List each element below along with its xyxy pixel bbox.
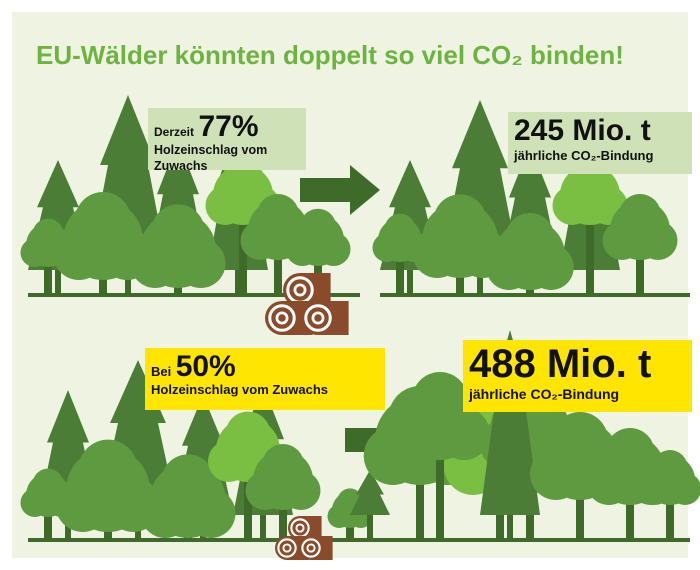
tree-crown xyxy=(257,194,299,236)
label: Holzeinschlag vom Zuwachs xyxy=(151,382,328,397)
tree-crown xyxy=(262,444,304,486)
prefix: Derzeit xyxy=(154,125,194,139)
result-box: 245 Mio. t jährliche CO₂-Bindung xyxy=(508,112,692,174)
tree-crown xyxy=(75,192,131,248)
tree-crown xyxy=(412,372,468,428)
tree-crown xyxy=(161,454,214,507)
result-label: jährliche CO₂-Bindung xyxy=(469,387,686,401)
infographic: EU-Wälder könnten doppelt so viel CO₂ bi… xyxy=(0,0,700,570)
ground xyxy=(330,538,690,542)
result-box: 488 Mio. t jährliche CO₂-Bindung xyxy=(463,340,692,412)
tree-crown xyxy=(385,214,416,245)
scenario-box: Derzeit 77% Holzeinschlag vom Zuwachs xyxy=(148,108,306,170)
result: 488 Mio. t xyxy=(469,344,686,384)
result: 245 Mio. t xyxy=(514,116,686,146)
percent: 77% xyxy=(198,110,258,143)
label: Holzeinschlag vom Zuwachs xyxy=(154,143,267,173)
illustration xyxy=(0,0,700,570)
tree-crown xyxy=(619,194,661,236)
tree-crown xyxy=(300,209,336,245)
result-label: jährliche CO₂-Bindung xyxy=(514,149,686,162)
tree-crown xyxy=(606,428,655,477)
prefix: Bei xyxy=(151,364,171,379)
tree-crown xyxy=(79,440,138,499)
tree-crown xyxy=(151,204,204,257)
tree-crown xyxy=(653,450,688,485)
title: EU-Wälder könnten doppelt so viel CO₂ bi… xyxy=(36,40,624,71)
tree-crown xyxy=(506,213,555,262)
percent: 50% xyxy=(176,350,236,383)
tree-crown xyxy=(226,412,271,457)
scenario-box: Bei 50% Holzeinschlag vom Zuwachs xyxy=(145,348,385,410)
ground xyxy=(380,293,690,297)
tree-crown xyxy=(433,194,486,247)
